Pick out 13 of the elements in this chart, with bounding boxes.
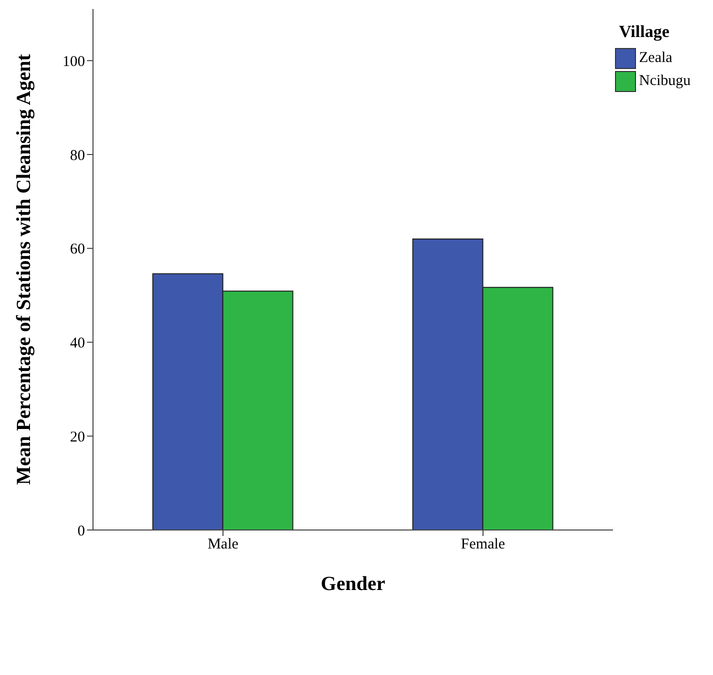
legend-label: Ncibugu	[639, 73, 691, 90]
legend-title: Village	[619, 22, 670, 42]
y-tick-label: 0	[78, 523, 85, 540]
x-axis-title: Gender	[320, 573, 386, 595]
y-tick-label: 40	[70, 336, 85, 352]
x-tick-label: Male	[208, 536, 239, 553]
legend-label: Zeala	[639, 50, 672, 67]
y-tick-label: 60	[70, 242, 85, 258]
x-tick-label: Female	[460, 536, 506, 553]
y-tick-label: 100	[62, 54, 85, 70]
y-tick-label: 20	[70, 429, 85, 446]
y-tick-label: 80	[70, 148, 85, 164]
y-axis-title: Mean Percentage of Stations with Cleansing Agent	[13, 54, 36, 485]
